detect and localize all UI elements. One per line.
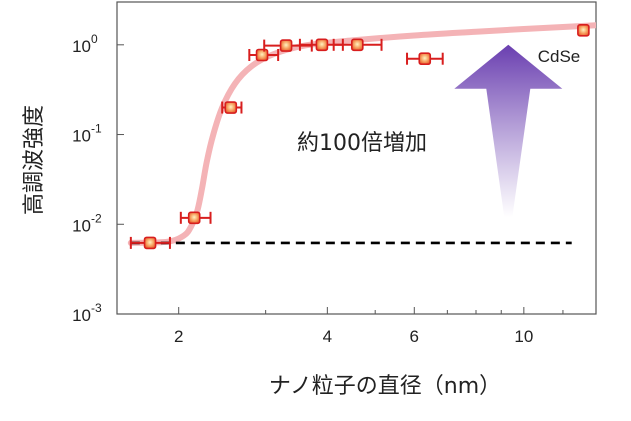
data-point-5 — [279, 39, 293, 52]
y-tick-exponent: -1 — [91, 122, 102, 136]
data-point-4 — [255, 48, 269, 62]
x-tick-label: 6 — [410, 327, 419, 346]
x-tick-label: 4 — [323, 327, 332, 346]
y-tick-exponent: 0 — [91, 32, 98, 46]
data-point-6 — [315, 38, 329, 52]
y-tick-exponent: -3 — [91, 301, 102, 315]
y-axis-title: 高調波強度 — [22, 105, 47, 215]
y-tick-exponent: -2 — [91, 211, 102, 225]
x-tick-label: 10 — [514, 327, 533, 346]
data-point-8 — [418, 52, 432, 66]
increase-annotation: 約100倍増加 — [297, 131, 427, 156]
y-tick-label: 10 — [72, 127, 91, 146]
data-points — [129, 24, 590, 250]
data-point-2 — [187, 211, 201, 225]
fit-curve — [127, 22, 596, 246]
x-tick-label: 2 — [174, 327, 183, 346]
x-tick-labels: 2 4 6 10 — [174, 327, 533, 346]
data-point-3 — [224, 101, 238, 114]
series-label-cdse: CdSe — [538, 47, 581, 66]
data-point-9 — [577, 24, 590, 37]
increase-arrow — [454, 44, 563, 218]
x-axis-title: ナノ粒子の直径（nm） — [269, 374, 501, 399]
axis-ticks — [117, 44, 564, 315]
y-tick-label: 10 — [72, 306, 91, 325]
data-point-1 — [143, 236, 157, 250]
data-point-7 — [351, 38, 364, 52]
y-tick-label: 10 — [72, 37, 91, 56]
y-tick-label: 10 — [72, 216, 91, 235]
